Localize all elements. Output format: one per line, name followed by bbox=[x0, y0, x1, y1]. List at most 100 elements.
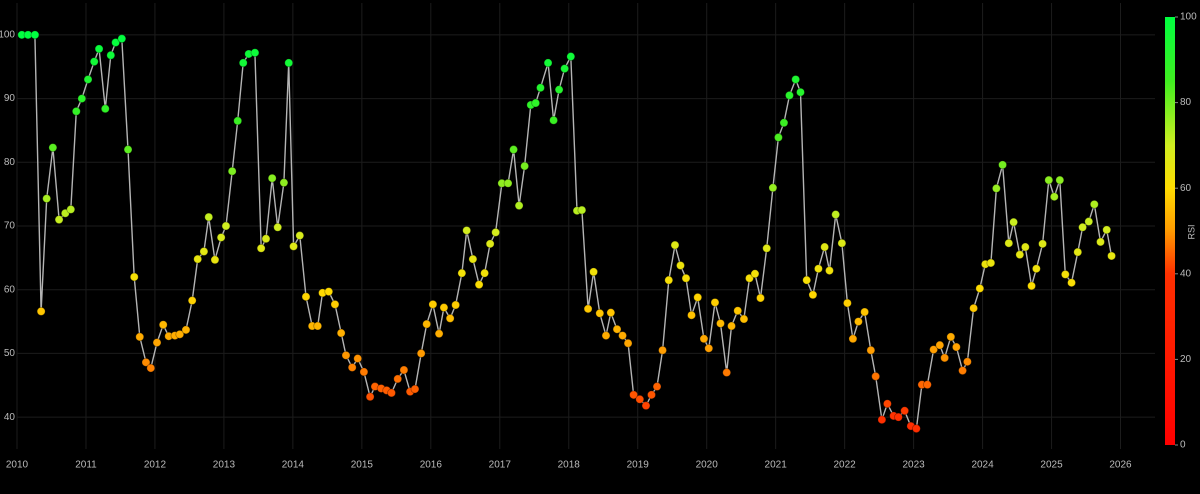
x-tick-label: 2017 bbox=[489, 460, 512, 471]
rsi-point bbox=[146, 363, 156, 373]
rsi-point bbox=[353, 354, 363, 363]
rsi-point bbox=[779, 118, 789, 128]
colorbar-title: RSI bbox=[1186, 224, 1196, 239]
rsi-point bbox=[727, 321, 736, 331]
rsi-point bbox=[480, 268, 490, 278]
rsi-point bbox=[347, 363, 357, 372]
rsi-point bbox=[1044, 175, 1054, 185]
rsi-point bbox=[554, 85, 564, 95]
rsi-point bbox=[341, 350, 351, 360]
y-tick-label: 40 bbox=[4, 412, 16, 423]
rsi-point bbox=[399, 365, 409, 375]
rsi-point bbox=[745, 273, 754, 283]
rsi-point bbox=[158, 320, 168, 330]
rsi-point bbox=[871, 371, 881, 381]
rsi-point bbox=[491, 227, 501, 237]
rsi-point bbox=[445, 313, 455, 323]
rsi-point bbox=[393, 374, 403, 384]
rsi-point bbox=[181, 325, 191, 335]
rsi-point bbox=[577, 205, 587, 215]
rsi-point bbox=[623, 338, 633, 348]
rsi-point bbox=[336, 328, 346, 338]
rsi-point bbox=[704, 343, 714, 353]
y-tick-label: 90 bbox=[4, 93, 16, 104]
rsi-point bbox=[825, 266, 834, 276]
rsi-point bbox=[975, 284, 985, 293]
rsi-point bbox=[716, 319, 725, 328]
rsi-point bbox=[428, 299, 438, 309]
colorbar-tick-label: 80 bbox=[1180, 97, 1192, 108]
rsi-point bbox=[422, 319, 432, 329]
rsi-point bbox=[233, 116, 243, 126]
rsi-point bbox=[998, 160, 1007, 170]
rsi-point bbox=[199, 247, 209, 256]
rsi-point bbox=[900, 406, 910, 416]
rsi-point bbox=[514, 201, 524, 211]
rsi-point bbox=[1055, 175, 1065, 185]
rsi-point bbox=[1060, 270, 1070, 279]
rsi-point bbox=[635, 394, 645, 404]
rsi-point bbox=[750, 269, 760, 279]
rsi-point bbox=[543, 58, 553, 68]
rsi-point bbox=[991, 184, 1001, 193]
rsi-point bbox=[791, 75, 801, 84]
rsi-point bbox=[1107, 251, 1116, 261]
rsi-point bbox=[36, 306, 46, 316]
rsi-point bbox=[1015, 250, 1025, 260]
rsi-point bbox=[273, 222, 283, 232]
x-tick-label: 2022 bbox=[834, 460, 857, 471]
rsi-point bbox=[681, 273, 691, 283]
rsi-point bbox=[129, 272, 139, 282]
y-tick-label: 50 bbox=[4, 348, 16, 359]
rsi-point bbox=[796, 87, 805, 97]
rsi-point bbox=[866, 345, 876, 355]
rsi-point bbox=[641, 401, 651, 411]
rsi-point bbox=[1073, 247, 1083, 257]
rsi-point bbox=[1089, 199, 1099, 209]
rsi-point bbox=[877, 415, 887, 425]
rsi-point bbox=[814, 264, 823, 274]
rsi-point bbox=[111, 38, 121, 47]
colorbar-tick-label: 20 bbox=[1180, 354, 1192, 365]
rsi-point bbox=[911, 424, 921, 434]
rsi-point bbox=[54, 215, 64, 225]
rsi-point bbox=[330, 299, 340, 309]
rsi-point bbox=[854, 317, 863, 326]
rsi-point bbox=[30, 30, 40, 40]
rsi-point bbox=[1102, 225, 1112, 235]
rsi-point bbox=[1038, 239, 1047, 249]
rsi-point bbox=[250, 48, 260, 58]
rsi-point bbox=[894, 412, 903, 422]
rsi-point bbox=[756, 293, 765, 303]
rsi-point bbox=[583, 304, 593, 314]
x-tick-label: 2024 bbox=[971, 460, 994, 471]
rsi-point bbox=[474, 280, 484, 290]
rsi-point bbox=[227, 166, 237, 176]
rsi-point bbox=[175, 329, 185, 339]
rsi-point bbox=[457, 268, 467, 278]
rsi-point bbox=[324, 287, 334, 297]
rsi-point bbox=[221, 221, 231, 231]
rsi-point bbox=[774, 133, 783, 142]
rsi-point bbox=[860, 307, 870, 317]
colorbar-tick-label: 40 bbox=[1180, 268, 1192, 279]
rsi-point bbox=[733, 306, 743, 316]
rsi-point bbox=[238, 58, 248, 68]
rsi-point bbox=[1078, 222, 1087, 232]
rsi-point bbox=[652, 382, 662, 391]
rsi-point bbox=[676, 261, 685, 270]
rsi-point bbox=[313, 321, 323, 331]
rsi-point bbox=[301, 292, 311, 302]
rsi-point bbox=[693, 292, 703, 302]
rsi-point bbox=[210, 255, 220, 265]
rsi-point bbox=[595, 308, 605, 318]
rsi-point bbox=[848, 334, 858, 344]
rsi-line bbox=[21, 34, 1113, 430]
rsi-point bbox=[193, 254, 203, 264]
rsi-point bbox=[152, 338, 162, 347]
rsi-point bbox=[722, 368, 732, 377]
x-tick-label: 2010 bbox=[6, 460, 29, 471]
rsi-point bbox=[1009, 217, 1019, 227]
